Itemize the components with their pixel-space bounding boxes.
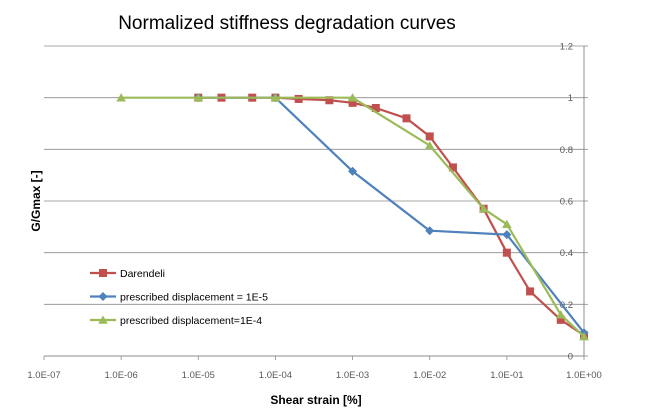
series-0-point-14 (556, 315, 565, 324)
series-0-point-5 (325, 96, 334, 105)
series-0-point-6 (348, 98, 357, 107)
legend-marker-2 (98, 315, 108, 324)
y-axis-title: G/Gmax [-] (29, 170, 43, 231)
y-tick-label-0: 0 (568, 352, 573, 363)
x-tick-label-7: 1.0E+00 (566, 370, 602, 381)
y-tick-labels: 0 0.2 0.4 0.6 0.8 1 1.2 (560, 42, 573, 363)
x-tick-labels: 1.0E-07 1.0E-06 1.0E-05 1.0E-04 1.0E-03 1.0E-… (27, 370, 601, 381)
series-2-point-2 (270, 93, 281, 102)
x-tick-label-4: 1.0E-03 (336, 370, 369, 381)
series-0-point-4 (294, 94, 303, 103)
chart-title: Normalized stiffness degradation curves (118, 13, 456, 34)
x-tick-label-6: 1.0E-01 (490, 370, 523, 381)
axes (43, 45, 588, 360)
legend: Darendeli prescribed displacement = 1E-5 p… (90, 268, 268, 327)
series-2-point-5 (478, 204, 489, 213)
x-tick-label-5: 1.0E-02 (413, 370, 446, 381)
legend-label-0: Darendeli (120, 268, 165, 280)
series-group (116, 93, 589, 341)
y-tick-label-4: 0.8 (560, 145, 573, 156)
x-tick-label-2: 1.0E-05 (182, 370, 215, 381)
series-2-point-4 (424, 140, 435, 150)
series-2-point-8 (579, 332, 589, 341)
series-1-point-2 (348, 166, 358, 176)
series-0-point-9 (425, 132, 434, 141)
series-0-point-10 (448, 163, 457, 172)
x-tick-label-1: 1.0E-06 (105, 370, 138, 381)
y-tick-label-1: 0.2 (560, 300, 573, 311)
y-tick-label-5: 1 (568, 93, 573, 104)
y-tick-label-3: 0.6 (560, 197, 573, 208)
series-0-point-8 (402, 114, 411, 123)
y-tick-label-6: 1.2 (560, 42, 573, 53)
series-0-point-12 (502, 248, 511, 257)
series-1-point-4 (502, 230, 512, 240)
series-1-point-3 (425, 226, 435, 236)
series-0-point-7 (371, 104, 380, 112)
series-2-point-3 (347, 93, 358, 102)
series-2 (116, 93, 589, 341)
x-tick-label-3: 1.0E-04 (259, 370, 292, 381)
legend-marker-0 (99, 269, 107, 277)
x-tick-label-0: 1.0E-07 (27, 370, 60, 381)
series-2-point-0 (116, 93, 126, 102)
series-2-point-1 (193, 93, 204, 102)
legend-label-2: prescribed displacement=1E-4 (120, 315, 262, 327)
legend-marker-1 (98, 292, 108, 301)
series-0-point-13 (526, 287, 535, 296)
y-tick-label-2: 0.4 (560, 248, 573, 259)
legend-label-1: prescribed displacement = 1E-5 (120, 292, 268, 304)
x-axis-title: Shear strain [%] (270, 393, 361, 407)
series-2-point-7 (555, 310, 566, 319)
series-2-point-6 (502, 219, 512, 229)
